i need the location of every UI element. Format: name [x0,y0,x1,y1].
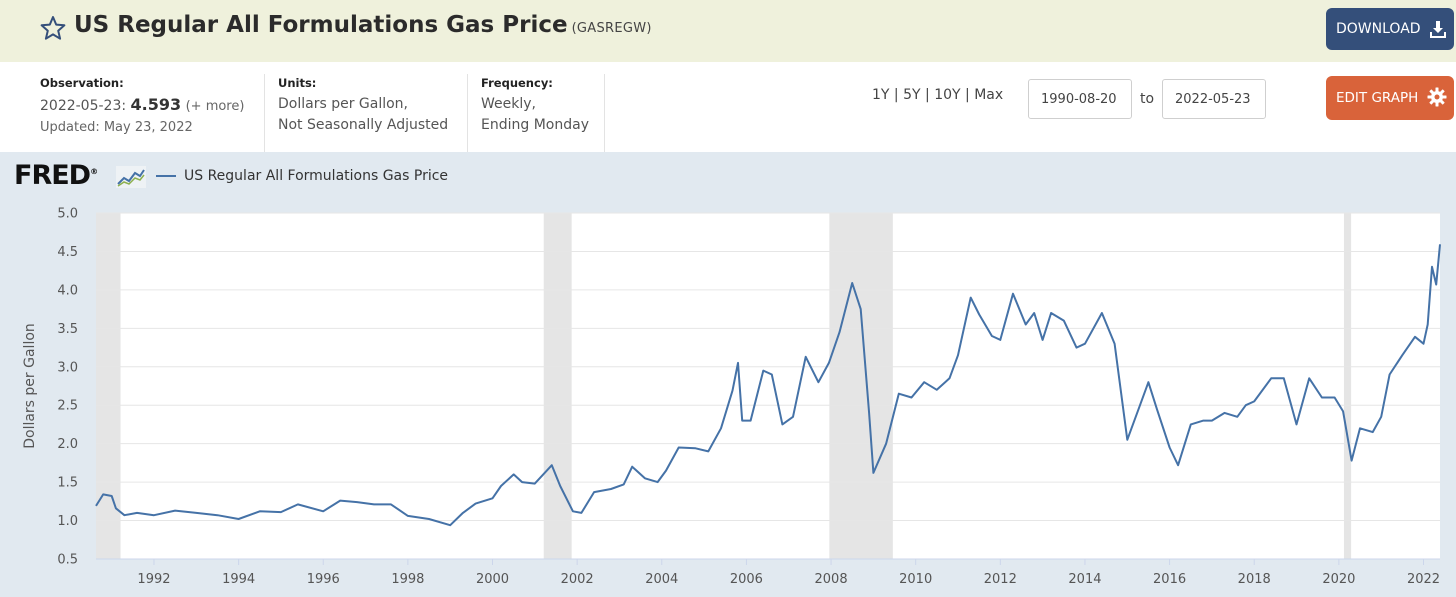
y-tick-label: 3.5 [57,322,78,337]
divider [604,74,605,152]
observation-label: Observation: [40,76,124,90]
observation-value: 4.593 [130,95,182,114]
y-tick-label: 2.0 [57,437,78,452]
range-separator: | [925,87,930,103]
x-tick-label: 2000 [476,572,509,587]
page-title: US Regular All Formulations Gas Price (GA… [74,12,652,38]
range-separator: | [965,87,970,103]
download-label: DOWNLOAD [1336,21,1421,37]
units-block: Units: Dollars per Gallon, Not Seasonall… [278,76,448,136]
x-tick-label: 2010 [899,572,932,587]
x-tick-label: 1998 [391,572,424,587]
fred-logo-text: FRED [14,160,91,191]
recession-band [1343,213,1352,559]
more-observations-link[interactable]: (+ more) [185,99,245,114]
x-tick-label: 2014 [1068,572,1101,587]
x-tick-label: 2006 [730,572,763,587]
x-tick-label: 2004 [645,572,678,587]
series-id: (GASREGW) [571,21,652,36]
y-tick-label: 2.5 [57,399,78,414]
end-date-input[interactable] [1162,79,1266,119]
range-5y[interactable]: 5Y [903,87,921,103]
y-tick-label: 4.5 [57,245,78,260]
y-tick-label: 5.0 [57,207,78,222]
star-icon[interactable] [40,15,66,41]
x-tick-label: 2018 [1238,572,1271,587]
range-1y[interactable]: 1Y [872,87,890,103]
recession-band [543,213,572,559]
title-bar: US Regular All Formulations Gas Price (GA… [0,0,1456,62]
y-tick-label: 4.0 [57,283,78,298]
x-tick-label: 2016 [1153,572,1186,587]
edit-graph-label: EDIT GRAPH [1336,90,1419,106]
units-line1: Dollars per Gallon, [278,96,409,112]
units-label: Units: [278,76,317,90]
download-icon [1430,21,1446,38]
range-10y[interactable]: 10Y [934,87,961,103]
range-separator: | [893,87,899,103]
download-button[interactable]: DOWNLOAD [1326,8,1454,50]
y-axis-label: Dollars per Gallon [22,323,38,449]
x-tick-label: 1996 [307,572,340,587]
edit-graph-button[interactable]: EDIT GRAPH [1326,76,1454,120]
chart-legend[interactable]: US Regular All Formulations Gas Price [156,168,448,184]
series-line [95,244,1441,527]
fred-logo[interactable]: FRED® [14,160,98,191]
y-tick-label: 1.0 [57,514,78,529]
y-tick-label: 3.0 [57,360,78,375]
observation-date: 2022-05-23: [40,98,127,114]
to-label: to [1140,91,1155,107]
series-metadata: Observation: 2022-05-23: 4.593 (+ more) … [0,62,1456,153]
divider [264,74,265,152]
units-line2: Not Seasonally Adjusted [278,117,449,133]
start-date-input[interactable] [1028,79,1132,119]
x-tick-label: 2012 [984,572,1017,587]
legend-swatch [156,175,176,177]
x-tick-label: 2008 [815,572,848,587]
series-title: US Regular All Formulations Gas Price [74,12,568,38]
observation-block: Observation: 2022-05-23: 4.593 (+ more) … [40,76,244,138]
plot-background [96,213,1440,559]
updated-date: Updated: May 23, 2022 [40,120,193,135]
frequency-label: Frequency: [481,76,553,90]
divider [467,74,468,152]
x-tick-label: 2022 [1407,572,1440,587]
frequency-block: Frequency: Weekly, Ending Monday [481,76,589,136]
frequency-line2: Ending Monday [481,117,589,133]
fred-sparkline-icon [116,166,146,188]
x-tick-label: 2020 [1322,572,1355,587]
range-max[interactable]: Max [974,87,1004,103]
x-tick-label: 1994 [222,572,255,587]
x-tick-label: 1992 [137,572,170,587]
range-selector: 1Y | 5Y | 10Y | Max [872,87,1003,103]
y-tick-label: 1.5 [57,476,78,491]
recession-band [829,213,893,559]
legend-label: US Regular All Formulations Gas Price [184,168,449,184]
gear-icon [1427,87,1447,107]
y-tick-label: 0.5 [57,553,78,568]
fred-logo-mark: ® [90,167,99,176]
recession-band [96,213,121,559]
x-tick-label: 2002 [561,572,594,587]
frequency-line1: Weekly, [481,96,536,112]
